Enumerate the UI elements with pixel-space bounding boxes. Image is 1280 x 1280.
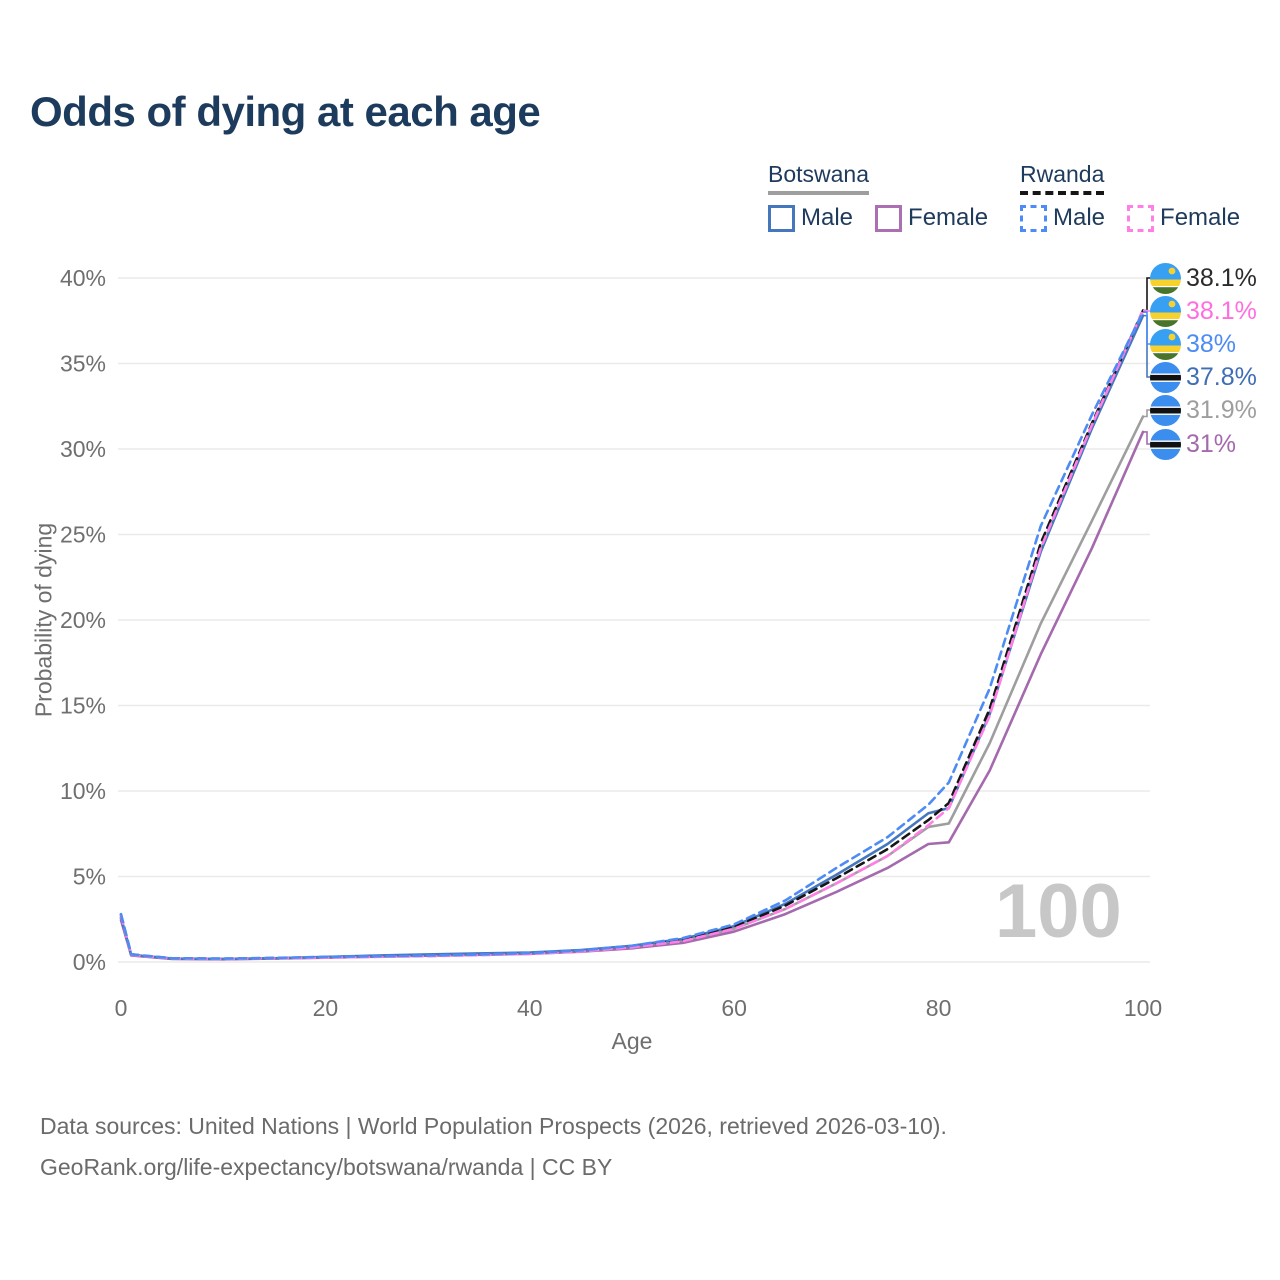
legend-item-rwanda-male[interactable]: Male: [1020, 204, 1105, 232]
x-tick-label: 100: [1124, 995, 1162, 1021]
attribution-text: GeoRank.org/life-expectancy/botswana/rwa…: [40, 1154, 613, 1180]
leader-line-botswana-combined: [1143, 409, 1151, 418]
end-label-value: 37.8%: [1186, 362, 1257, 391]
rwanda-female-swatch-icon: [1127, 204, 1155, 232]
x-axis-title: Age: [611, 1028, 653, 1054]
legend-label: Male: [801, 204, 854, 231]
y-tick-label: 30%: [60, 436, 106, 462]
end-label-value: 31%: [1186, 429, 1237, 458]
y-tick-label: 35%: [60, 351, 106, 377]
legend-item-rwanda-female[interactable]: Female: [1127, 204, 1240, 232]
footer: Data sources: United Nations | World Pop…: [40, 1106, 947, 1188]
leader-line-rwanda-female: [1143, 309, 1151, 312]
y-tick-label: 25%: [60, 522, 106, 548]
end-label-botswana-female: 31%: [1150, 428, 1237, 460]
data-sources-text: Data sources: United Nations | World Pop…: [40, 1113, 947, 1139]
y-tick-label: 15%: [60, 693, 106, 719]
series-line-botswana-combined[interactable]: [119, 415, 1145, 961]
x-tick-label: 60: [721, 995, 747, 1021]
rwanda-flag-icon: [1150, 262, 1181, 294]
botswana-flag-icon: [1150, 428, 1181, 460]
leader-line-rwanda-male: [1143, 311, 1151, 345]
end-label-botswana-male: 37.8%: [1150, 361, 1257, 393]
leader-line-botswana-female: [1143, 431, 1151, 445]
legend-title-botswana[interactable]: Botswana: [768, 161, 870, 195]
botswana-flag-icon: [1150, 394, 1181, 426]
end-label-rwanda-male: 38%: [1150, 328, 1237, 360]
y-axis-title: Probability of dying: [30, 522, 57, 718]
series-line-botswana-female[interactable]: [119, 430, 1145, 961]
rwanda-flag-icon: [1150, 328, 1181, 360]
x-tick-label: 40: [517, 995, 543, 1021]
series-line-rwanda-combined[interactable]: [119, 309, 1145, 961]
y-tick-label: 0%: [73, 949, 106, 975]
legend-item-botswana-male[interactable]: Male: [768, 204, 853, 232]
legend-group-botswana: Botswana Male Female: [768, 161, 988, 232]
series-line-botswana-male[interactable]: [119, 314, 1145, 961]
x-tick-label: 20: [313, 995, 339, 1021]
y-tick-label: 5%: [73, 864, 106, 890]
legend-items-rwanda: Male Female: [1020, 204, 1240, 232]
series-line-rwanda-female[interactable]: [119, 309, 1145, 961]
x-tick-label: 80: [926, 995, 952, 1021]
y-tick-label: 40%: [60, 265, 106, 291]
leader-line-botswana-male: [1143, 314, 1151, 378]
botswana-flag-icon: [1150, 361, 1181, 393]
selected-age-watermark: 100: [995, 869, 1122, 954]
end-label-value: 38%: [1186, 329, 1237, 358]
legend-label: Female: [908, 204, 989, 231]
legend-title-rwanda[interactable]: Rwanda: [1020, 161, 1105, 195]
end-label-rwanda-combined: 38.1%: [1150, 262, 1257, 294]
rwanda-male-swatch-icon: [1020, 204, 1047, 232]
rwanda-flag-icon: [1150, 295, 1181, 327]
legend-label: Male: [1053, 204, 1106, 231]
end-label-value: 38.1%: [1186, 263, 1257, 292]
end-label-value: 31.9%: [1186, 395, 1257, 424]
page-title: Odds of dying at each age: [30, 88, 541, 135]
legend-label: Female: [1160, 204, 1241, 231]
series-line-rwanda-male[interactable]: [119, 310, 1145, 960]
y-tick-label: 10%: [60, 778, 106, 804]
legend-item-botswana-female[interactable]: Female: [875, 204, 988, 232]
botswana-female-swatch-icon: [875, 204, 903, 232]
end-label-rwanda-female: 38.1%: [1150, 295, 1257, 327]
botswana-male-swatch-icon: [768, 204, 795, 232]
end-label-value: 38.1%: [1186, 296, 1257, 325]
end-label-botswana-combined: 31.9%: [1150, 394, 1257, 426]
x-tick-label: 0: [115, 995, 128, 1021]
y-tick-label: 20%: [60, 607, 106, 633]
legend-items-botswana: Male Female: [768, 204, 988, 232]
legend-group-rwanda: Rwanda Male Female: [1020, 161, 1240, 232]
